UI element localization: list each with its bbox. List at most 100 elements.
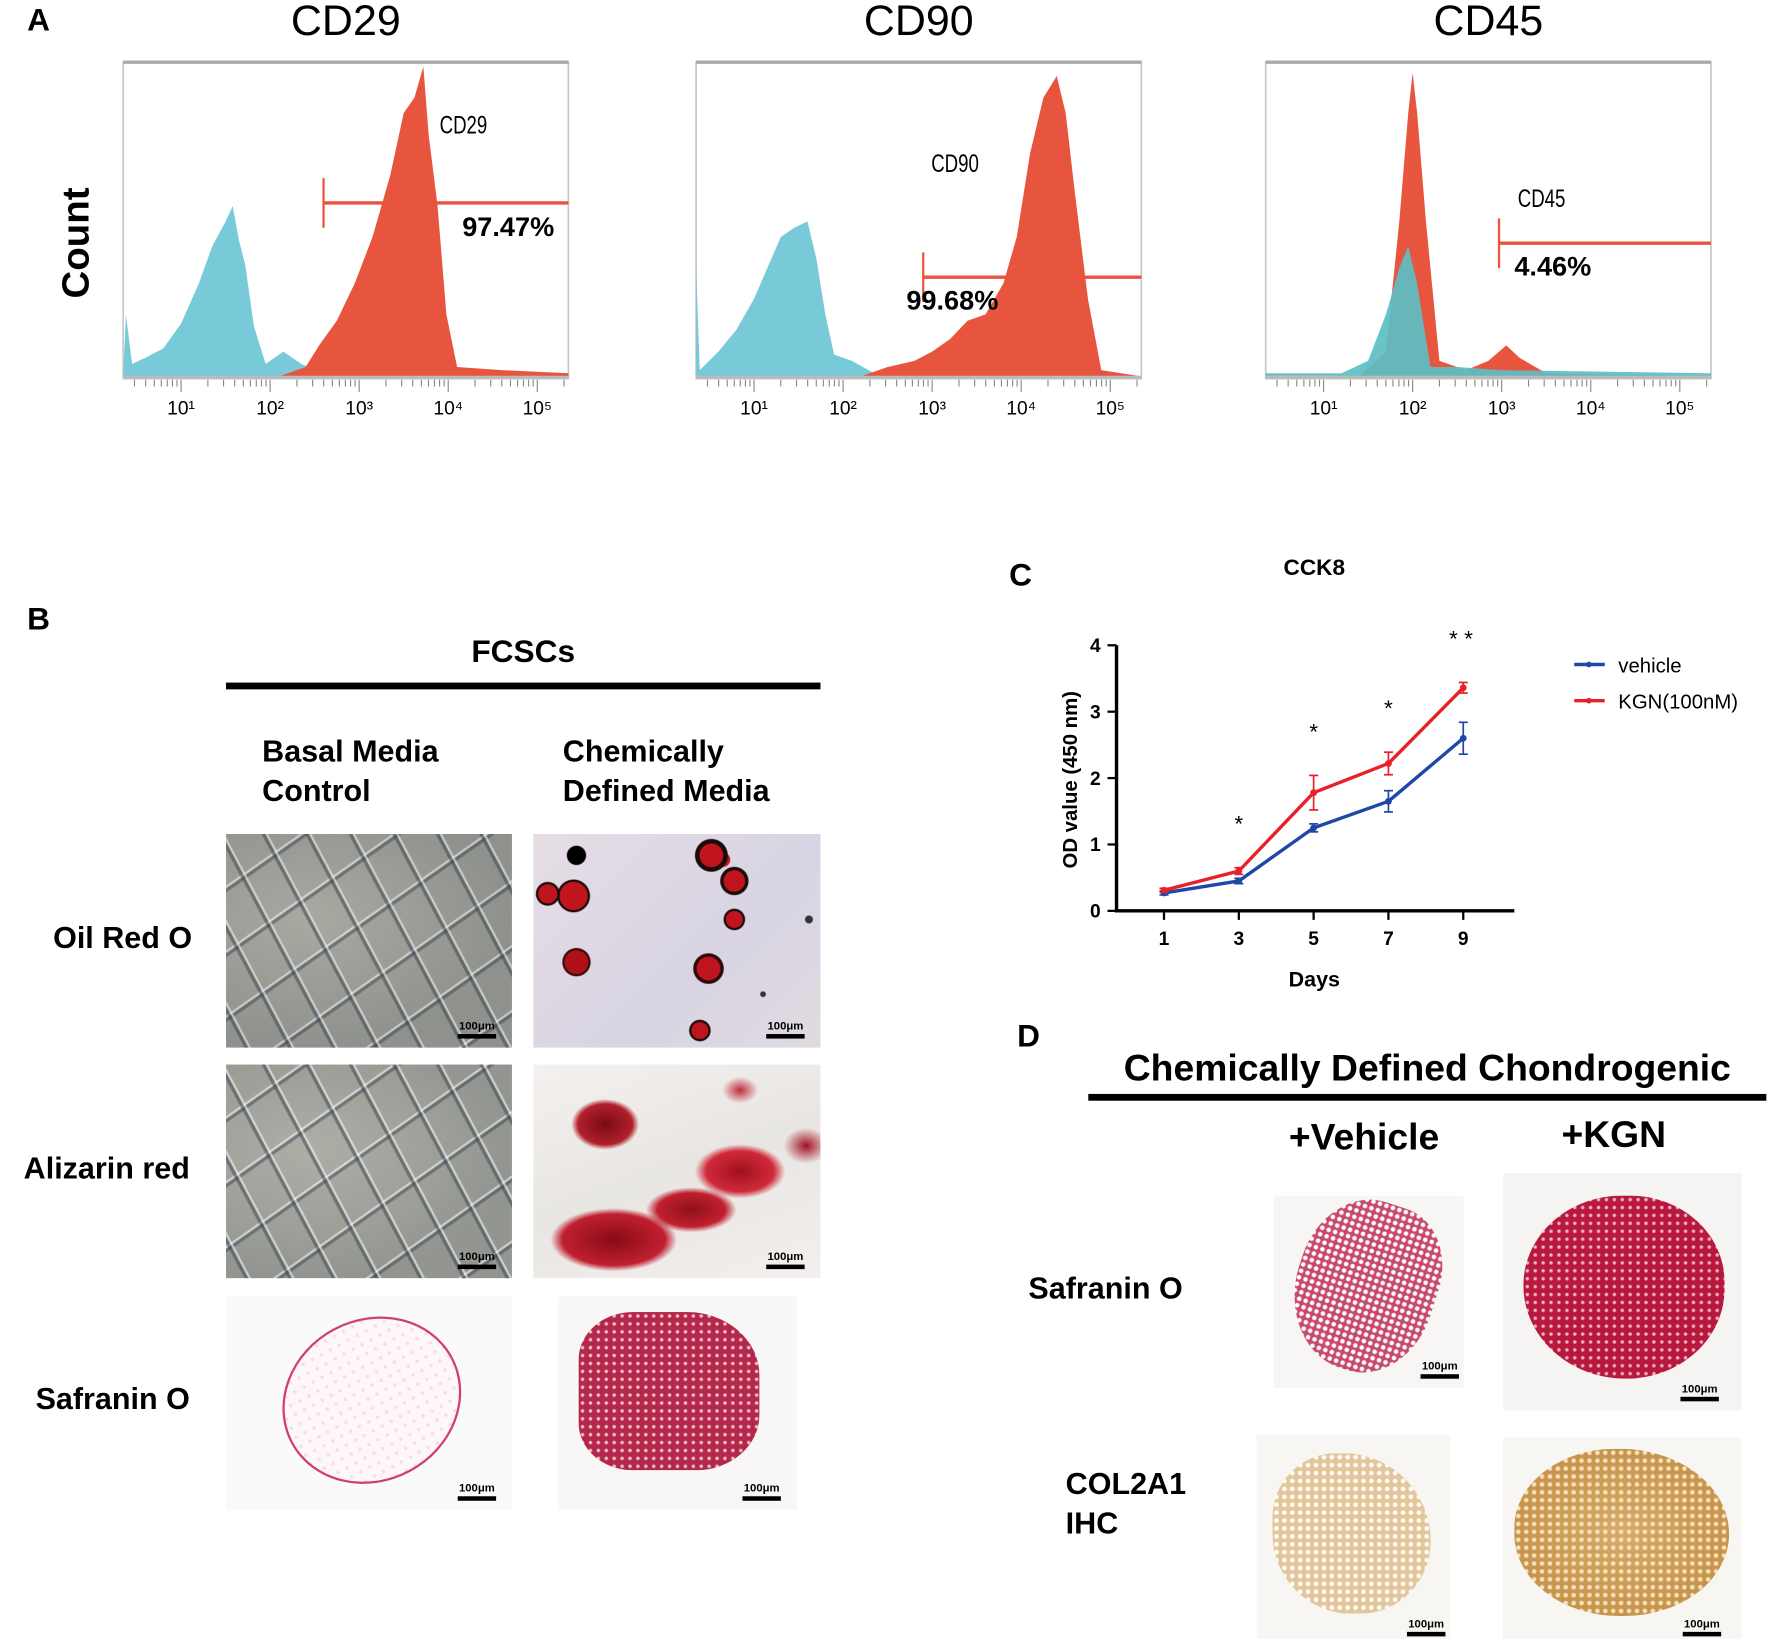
significance-marker: * (1384, 696, 1393, 721)
histogram-cd90 (860, 75, 1142, 377)
column-label-line: Control (262, 774, 371, 809)
flow-histogram-cd90: CD90 10¹ 10² 10³ 10⁴ 10⁵ CD90 99.68% (695, 0, 1143, 429)
y-tick-label: 4 (1090, 636, 1101, 657)
x-tick-label: 7 (1383, 929, 1394, 950)
column-label-vehicle: +Vehicle (1288, 1115, 1440, 1158)
y-tick-label: 1 (1090, 835, 1101, 856)
scale-bar: 100μm (1682, 1618, 1722, 1637)
x-tick-label: 10³ (1488, 399, 1516, 420)
micrograph-col2a1-vehicle: 100μm (1256, 1435, 1450, 1639)
scale-bar: 100μm (1680, 1383, 1719, 1402)
data-point (1385, 797, 1392, 805)
gate-marker-label: CD45 (1517, 184, 1566, 213)
chart-title: CCK8 (1284, 555, 1346, 580)
column-label-kgn: +KGN (1561, 1113, 1667, 1155)
panel-letter-d: D (1017, 1018, 1040, 1054)
data-point (1235, 867, 1243, 875)
data-point (1160, 886, 1168, 894)
scale-bar: 100μm (766, 1251, 805, 1270)
scale-bar-label: 100μm (1684, 1618, 1720, 1631)
significance-marker: * (1309, 719, 1318, 744)
significance-marker: * (1234, 812, 1243, 837)
data-point (1235, 877, 1243, 885)
x-tick-label: 10¹ (1310, 399, 1338, 420)
data-point (1459, 684, 1467, 692)
micrograph-oil-red-basal: 100μm (226, 834, 512, 1048)
x-tick-label: 10³ (345, 399, 373, 420)
x-tick-label: 10⁴ (433, 399, 463, 420)
panel-b-header: FCSCs (471, 633, 576, 670)
pellet-section (252, 1296, 491, 1510)
micrograph-oil-red-defined: 100μm (533, 834, 821, 1048)
x-tick-label: 10² (1399, 399, 1427, 420)
micrograph-alizarin-defined: 100μm (533, 1064, 821, 1279)
data-point (1160, 889, 1168, 897)
row-label-safranin-o: Safranin O (35, 1382, 190, 1417)
gate-marker-label: CD29 (439, 110, 488, 140)
panel-d-header: Chemically Defined Chondrogenic (1123, 1046, 1731, 1089)
y-axis-label: OD value (450 nm) (1060, 691, 1082, 868)
data-point (1310, 789, 1318, 797)
plot-frame (1264, 61, 1712, 380)
pellet-section (1272, 1453, 1431, 1614)
y-tick-label: 2 (1090, 769, 1101, 790)
micrograph-safranin-vehicle: 100μm (1273, 1195, 1464, 1388)
series-line-kgn (1163, 686, 1465, 892)
legend-label: KGN(100nM) (1618, 692, 1738, 714)
row-label-line: IHC (1065, 1506, 1119, 1541)
scale-bar-label: 100μm (767, 1251, 804, 1264)
micrograph-col2a1-kgn: 100μm (1503, 1437, 1742, 1639)
row-label-oil-red-o: Oil Red O (53, 921, 193, 955)
histogram-title: CD90 (863, 0, 974, 46)
x-tick-label: 9 (1458, 929, 1469, 950)
legend-label: vehicle (1618, 655, 1681, 677)
series-line-vehicle (1163, 736, 1465, 895)
scale-bar-label: 100μm (458, 1020, 495, 1033)
data-point (1385, 760, 1392, 767)
gate-percent: 99.68% (906, 285, 999, 317)
micrograph-safranin-defined: 100μm (558, 1296, 797, 1510)
micrograph-safranin-basal: 100μm (226, 1296, 512, 1510)
x-tick-label: 10⁵ (523, 399, 552, 420)
panel-letter-a: A (27, 2, 50, 38)
legend-marker (1586, 661, 1592, 668)
x-tick-label: 10⁴ (1006, 399, 1036, 420)
micrograph-alizarin-basal: 100μm (226, 1064, 512, 1279)
panel-letter-c: C (1009, 557, 1033, 593)
histogram-title: CD29 (290, 0, 401, 46)
header-divider (226, 682, 821, 690)
scale-bar: 100μm (742, 1483, 781, 1501)
x-tick-label: 10⁵ (1096, 399, 1125, 420)
x-tick-label: 10² (256, 399, 284, 420)
pellet-section (1273, 1195, 1460, 1388)
pellet-section (1523, 1195, 1725, 1379)
scale-bar-label: 100μm (1681, 1383, 1718, 1396)
histogram-cd29 (279, 66, 569, 377)
row-label-line: COL2A1 (1065, 1466, 1187, 1501)
scale-bar: 100μm (457, 1251, 497, 1270)
flow-histogram-cd29: CD29 10¹ 10² 10³ 10⁴ 10⁵ CD29 97.47% (122, 0, 570, 429)
scale-bar-label: 100μm (1408, 1618, 1445, 1631)
gate-marker-label: CD90 (931, 149, 979, 178)
column-label-line: Defined Media (562, 774, 770, 809)
header-divider (1088, 1093, 1767, 1101)
panel-letter-b: B (27, 601, 50, 637)
scale-bar-label: 100μm (1421, 1360, 1458, 1374)
flow-y-axis-label: Count (54, 187, 98, 299)
scale-bar: 100μm (1420, 1360, 1459, 1379)
x-tick-label: 10⁴ (1576, 399, 1606, 420)
legend-marker (1586, 697, 1592, 704)
scale-bar-label: 100μm (458, 1251, 495, 1264)
x-tick-label: 10⁵ (1665, 399, 1694, 420)
x-tick-label: 3 (1233, 929, 1244, 950)
x-tick-label: 10³ (918, 399, 946, 420)
gate-percent: 97.47% (462, 212, 555, 243)
significance-marker: * * (1449, 626, 1473, 651)
scale-bar-label: 100μm (458, 1482, 495, 1496)
column-label-line: Basal Media (262, 734, 439, 769)
scale-bar: 100μm (1406, 1618, 1446, 1637)
micrograph-safranin-kgn: 100μm (1503, 1173, 1742, 1411)
histogram-title: CD45 (1433, 0, 1544, 46)
flow-histogram-cd45: CD45 10¹ 10² 10³ 10⁴ 10⁵ CD45 4.46% (1264, 0, 1712, 429)
